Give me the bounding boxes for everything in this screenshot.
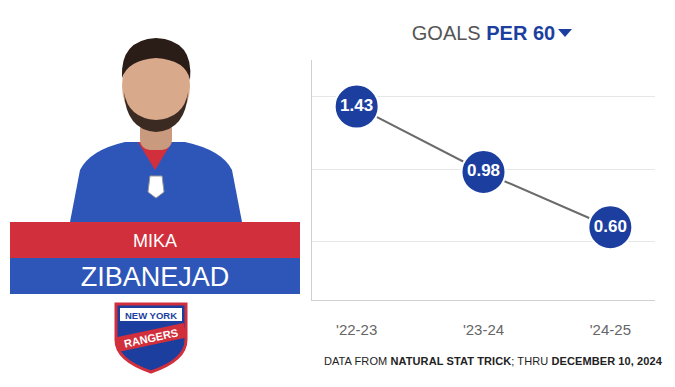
svg-text:0.98: 0.98	[467, 161, 500, 180]
svg-text:RANGERS: RANGERS	[123, 326, 179, 349]
svg-text:1.43: 1.43	[340, 96, 373, 115]
svg-text:ZIBANEJAD: ZIBANEJAD	[81, 262, 230, 292]
html-text:DATA FROM NATURAL STAT TRICK;: DATA FROM NATURAL STAT TRICK; THRU DECEM…	[323, 355, 662, 367]
svg-text:'22-23: '22-23	[336, 321, 377, 338]
svg-text:NEW YORK: NEW YORK	[125, 310, 177, 321]
svg-text:0.60: 0.60	[594, 217, 627, 236]
svg-text:'23-24: '23-24	[463, 321, 504, 338]
svg-text:'24-25: '24-25	[590, 321, 631, 338]
svg-text:MIKA: MIKA	[133, 231, 177, 251]
svg-text:GOALS PER 60: GOALS PER 60	[412, 22, 555, 44]
